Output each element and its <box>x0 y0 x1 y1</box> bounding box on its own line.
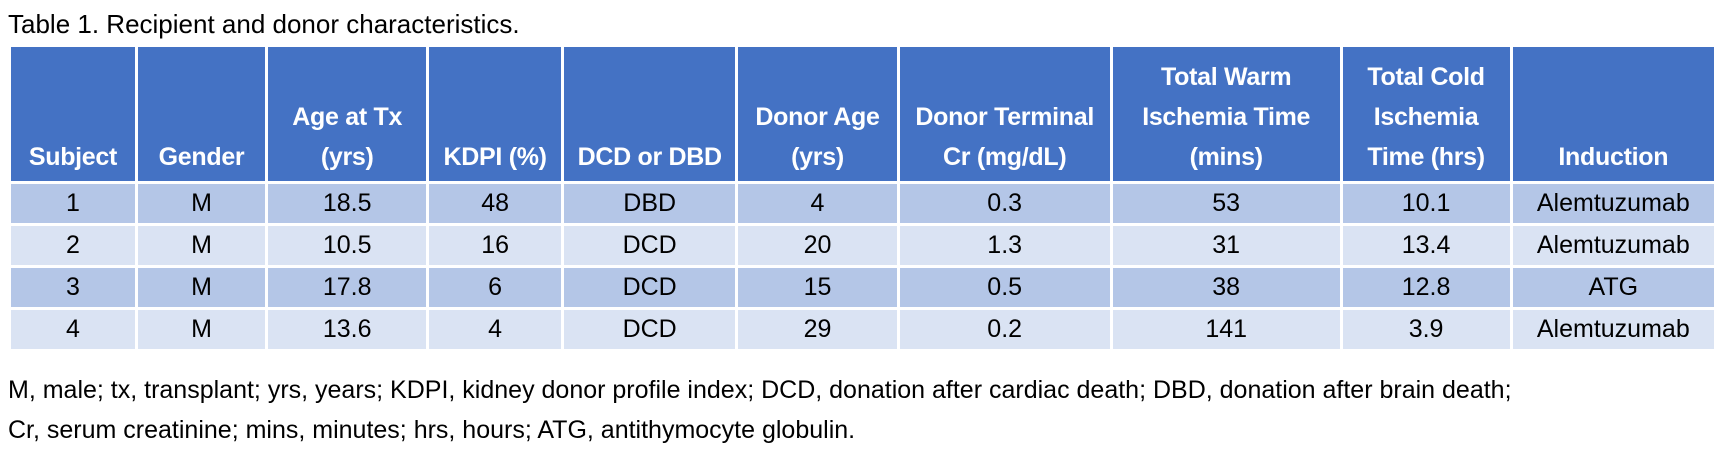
table-row: 3 M 17.8 6 DCD 15 0.5 38 12.8 ATG <box>11 268 1714 307</box>
cell-age-at-tx: 18.5 <box>268 184 427 223</box>
cell-donor-age: 15 <box>738 268 897 307</box>
cell-gender: M <box>137 268 266 307</box>
cell-age-at-tx: 10.5 <box>268 226 427 265</box>
cell-subject: 2 <box>11 226 135 265</box>
cell-warm-ischemia: 53 <box>1112 184 1340 223</box>
cell-age-at-tx: 17.8 <box>268 268 427 307</box>
cell-induction: Alemtuzumab <box>1512 184 1714 223</box>
footnote-line: Cr, serum creatinine; mins, minutes; hrs… <box>8 416 856 444</box>
cell-subject: 3 <box>11 268 135 307</box>
cell-cold-ischemia: 3.9 <box>1342 310 1510 349</box>
table-row: 4 M 13.6 4 DCD 29 0.2 141 3.9 Alemtuzuma… <box>11 310 1714 349</box>
cell-kdpi: 16 <box>429 226 561 265</box>
cell-subject: 1 <box>11 184 135 223</box>
column-header-kdpi: KDPI (%) <box>429 47 561 181</box>
cell-dcd-or-dbd: DBD <box>563 184 736 223</box>
cell-donor-age: 4 <box>738 184 897 223</box>
cell-donor-terminal-cr: 1.3 <box>899 226 1110 265</box>
cell-donor-terminal-cr: 0.5 <box>899 268 1110 307</box>
column-header-age-at-tx: Age at Tx (yrs) <box>268 47 427 181</box>
cell-age-at-tx: 13.6 <box>268 310 427 349</box>
footnote-line: M, male; tx, transplant; yrs, years; KDP… <box>8 376 1512 404</box>
characteristics-table: Subject Gender Age at Tx (yrs) KDPI (%) … <box>8 44 1717 352</box>
cell-warm-ischemia: 31 <box>1112 226 1340 265</box>
cell-gender: M <box>137 184 266 223</box>
header-row: Subject Gender Age at Tx (yrs) KDPI (%) … <box>11 47 1714 181</box>
cell-warm-ischemia: 141 <box>1112 310 1340 349</box>
table-row: 2 M 10.5 16 DCD 20 1.3 31 13.4 Alemtuzum… <box>11 226 1714 265</box>
column-header-donor-age: Donor Age (yrs) <box>738 47 897 181</box>
cell-subject: 4 <box>11 310 135 349</box>
cell-kdpi: 6 <box>429 268 561 307</box>
cell-donor-terminal-cr: 0.3 <box>899 184 1110 223</box>
cell-kdpi: 48 <box>429 184 561 223</box>
cell-cold-ischemia: 13.4 <box>1342 226 1510 265</box>
column-header-induction: Induction <box>1512 47 1714 181</box>
column-header-gender: Gender <box>137 47 266 181</box>
cell-induction: Alemtuzumab <box>1512 226 1714 265</box>
cell-induction: Alemtuzumab <box>1512 310 1714 349</box>
cell-donor-terminal-cr: 0.2 <box>899 310 1110 349</box>
cell-dcd-or-dbd: DCD <box>563 310 736 349</box>
column-header-total-cold-ischemia-time: Total Cold Ischemia Time (hrs) <box>1342 47 1510 181</box>
column-header-subject: Subject <box>11 47 135 181</box>
column-header-donor-terminal-cr: Donor Terminal Cr (mg/dL) <box>899 47 1110 181</box>
cell-cold-ischemia: 12.8 <box>1342 268 1510 307</box>
column-header-dcd-or-dbd: DCD or DBD <box>563 47 736 181</box>
table-footnotes: M, male; tx, transplant; yrs, years; KDP… <box>8 370 1512 450</box>
cell-dcd-or-dbd: DCD <box>563 226 736 265</box>
cell-kdpi: 4 <box>429 310 561 349</box>
cell-warm-ischemia: 38 <box>1112 268 1340 307</box>
cell-donor-age: 29 <box>738 310 897 349</box>
column-header-total-warm-ischemia-time: Total Warm Ischemia Time (mins) <box>1112 47 1340 181</box>
cell-gender: M <box>137 226 266 265</box>
cell-gender: M <box>137 310 266 349</box>
cell-cold-ischemia: 10.1 <box>1342 184 1510 223</box>
cell-induction: ATG <box>1512 268 1714 307</box>
table-caption: Table 1. Recipient and donor characteris… <box>8 9 520 39</box>
cell-dcd-or-dbd: DCD <box>563 268 736 307</box>
table-row: 1 M 18.5 48 DBD 4 0.3 53 10.1 Alemtuzuma… <box>11 184 1714 223</box>
cell-donor-age: 20 <box>738 226 897 265</box>
